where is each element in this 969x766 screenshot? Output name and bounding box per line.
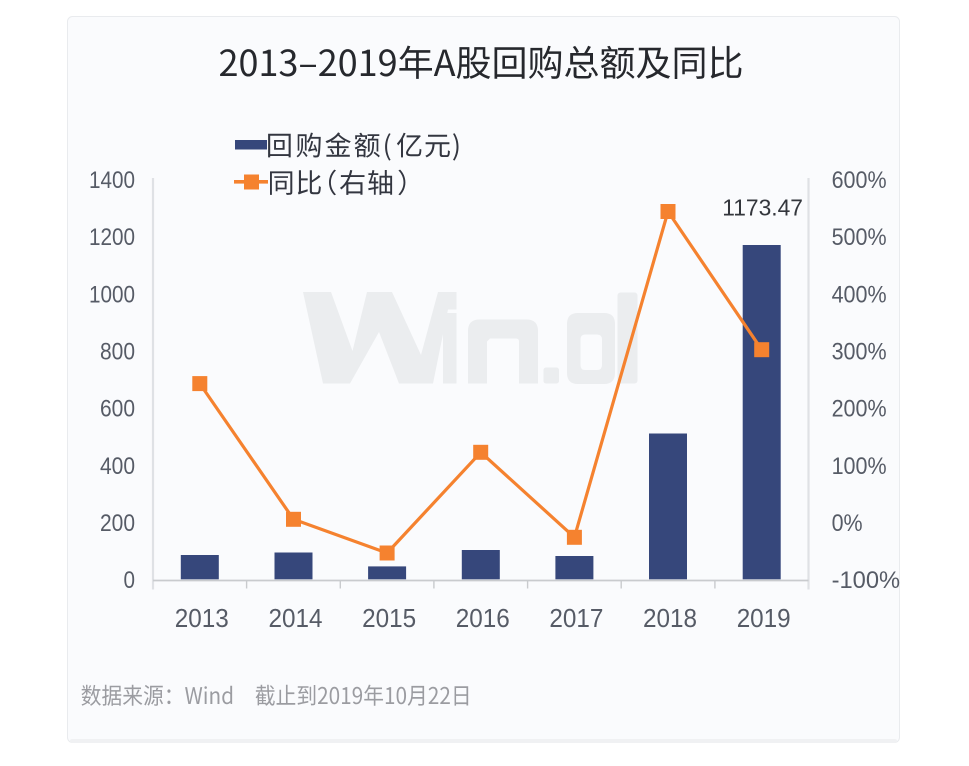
svg-text:300%: 300% xyxy=(832,339,887,366)
svg-text:-100%: -100% xyxy=(832,567,901,594)
svg-text:200%: 200% xyxy=(832,396,887,423)
svg-text:200: 200 xyxy=(100,510,135,537)
svg-text:500%: 500% xyxy=(832,224,887,251)
svg-text:1000: 1000 xyxy=(89,281,135,308)
svg-text:2017: 2017 xyxy=(549,603,603,633)
svg-text:2015: 2015 xyxy=(362,603,416,633)
svg-text:600: 600 xyxy=(100,396,135,423)
svg-text:0: 0 xyxy=(124,567,136,594)
svg-text:100%: 100% xyxy=(832,453,887,480)
svg-text:2014: 2014 xyxy=(269,603,323,633)
svg-text:800: 800 xyxy=(100,339,135,366)
svg-text:2018: 2018 xyxy=(643,603,697,633)
svg-text:2019: 2019 xyxy=(737,603,791,633)
svg-text:2016: 2016 xyxy=(456,603,510,633)
svg-text:1200: 1200 xyxy=(89,224,135,251)
svg-text:1173.47: 1173.47 xyxy=(722,195,803,221)
svg-text:0%: 0% xyxy=(832,510,863,537)
svg-text:1400: 1400 xyxy=(89,167,135,194)
svg-text:400: 400 xyxy=(100,453,135,480)
svg-text:2013: 2013 xyxy=(175,603,229,633)
svg-text:600%: 600% xyxy=(832,167,887,194)
svg-text:400%: 400% xyxy=(832,281,887,308)
